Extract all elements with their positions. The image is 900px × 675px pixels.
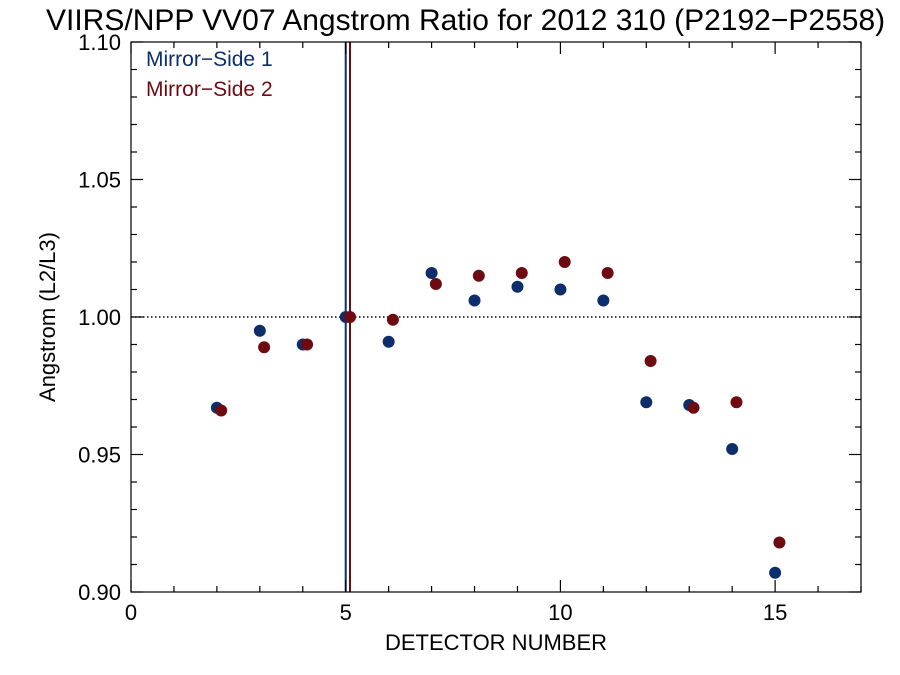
data-point-series-2 — [215, 404, 228, 417]
x-tick-label: 5 — [340, 600, 352, 625]
data-points — [210, 256, 786, 579]
data-point-series-1 — [640, 396, 653, 409]
x-tick-label: 0 — [125, 600, 137, 625]
data-point-series-2 — [301, 338, 314, 351]
data-point-series-1 — [382, 335, 395, 348]
data-point-series-1 — [769, 566, 782, 579]
y-tick-label: 1.05 — [78, 168, 121, 193]
chart-title: VIIRS/NPP VV07 Angstrom Ratio for 2012 3… — [46, 4, 886, 37]
x-tick-label: 15 — [763, 600, 787, 625]
data-point-series-2 — [472, 269, 485, 282]
data-point-series-2 — [344, 311, 356, 323]
data-point-series-1 — [554, 283, 567, 296]
data-point-series-1 — [468, 294, 481, 307]
data-point-series-2 — [258, 341, 271, 354]
y-tick-label: 0.90 — [78, 580, 121, 605]
data-point-series-2 — [644, 355, 657, 367]
data-point-series-2 — [558, 256, 571, 268]
axis-ticks — [130, 41, 862, 593]
x-axis-title: DETECTOR NUMBER — [385, 630, 607, 655]
legend-mirror-side-1: Mirror−Side 1 — [146, 48, 273, 71]
x-tick-label: 10 — [548, 600, 572, 625]
data-point-series-2 — [601, 267, 614, 279]
data-point-series-2 — [515, 267, 528, 279]
data-point-series-2 — [730, 396, 743, 409]
data-point-series-2 — [687, 401, 700, 414]
y-tick-label: 1.10 — [78, 30, 121, 55]
data-point-series-2 — [773, 536, 786, 549]
data-point-series-1 — [253, 324, 266, 337]
data-point-series-2 — [429, 278, 442, 290]
y-tick-label: 0.95 — [78, 443, 121, 468]
data-point-series-1 — [425, 267, 438, 279]
legend-mirror-side-2: Mirror−Side 2 — [146, 78, 273, 101]
data-point-series-1 — [726, 443, 739, 455]
data-point-series-2 — [386, 313, 399, 326]
y-tick-label: 1.00 — [78, 305, 121, 330]
data-point-series-1 — [597, 294, 610, 307]
y-axis-title: Angstrom (L2/L3) — [35, 232, 60, 402]
data-point-series-1 — [511, 280, 524, 293]
tick-labels: 0 5 10 15 0.90 0.95 1.00 1.05 1.10 — [78, 30, 787, 625]
